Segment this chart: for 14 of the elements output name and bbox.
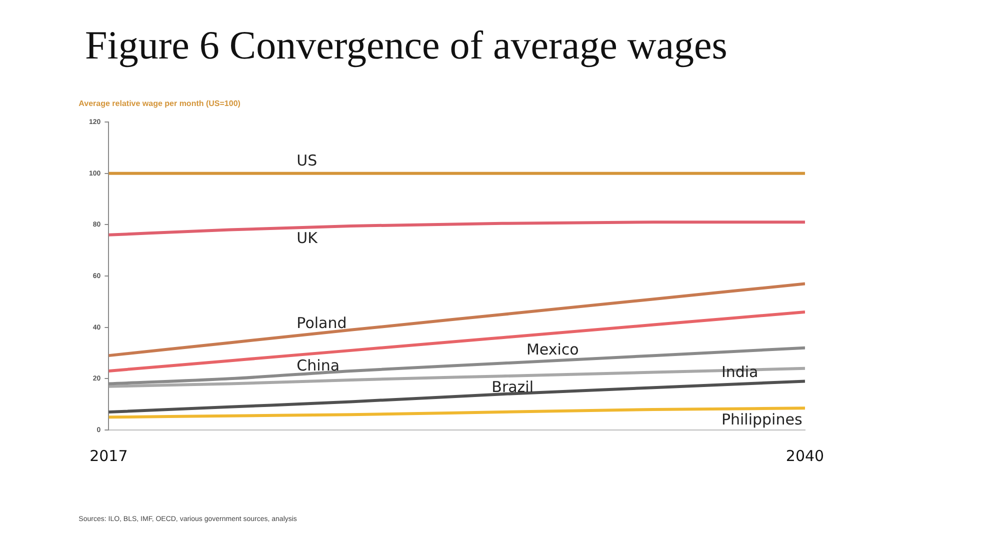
y-axis-title: Average relative wage per month (US=100) [78,99,241,108]
line-series [108,282,805,358]
chart-title: Figure 6 Convergence of average wages [85,22,728,68]
series-label: China [296,356,340,374]
x-tick-label: 2040 [786,446,824,465]
series-label: US [296,152,318,170]
series-label: UK [296,229,319,248]
line-series [108,380,805,414]
x-tick-label: 2017 [90,446,128,465]
series-label: Philippines [721,410,802,428]
series-label: Poland [296,314,347,332]
series-label: Mexico [526,340,579,358]
series-label: Brazil [492,378,534,396]
series-label: India [721,363,758,382]
